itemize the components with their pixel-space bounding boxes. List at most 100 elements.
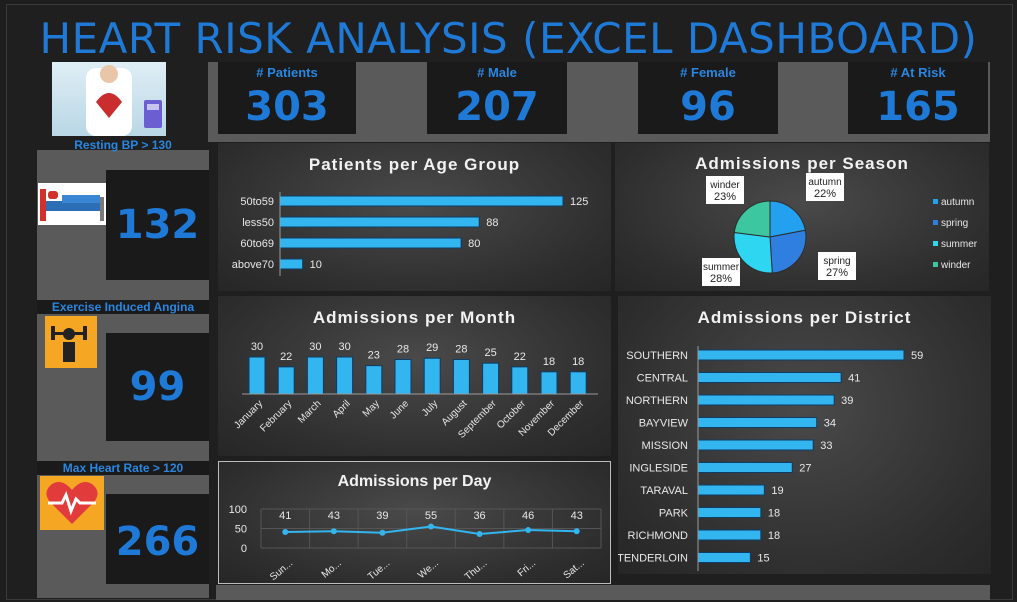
day-panel: Admissions per Day 100 50 0 41 Sun... 43 Mo...… [218,461,611,584]
category-label: Fri... [516,558,538,579]
bar [452,358,470,395]
category-label: March [296,398,323,425]
bar [394,358,412,395]
bar [540,371,558,395]
weightlifter-icon [45,316,97,368]
data-label-box [702,258,740,286]
y-tick-label: 0 [241,543,247,555]
category-label: 60to69 [240,238,274,250]
data-label: winder [709,180,740,191]
data-point [379,529,386,536]
data-label: 43 [571,510,583,522]
category-label: Sun... [268,558,295,583]
angina-label: Exercise Induced Angina [37,300,209,314]
legend-label: summer [941,239,978,250]
month-chart: 30January22February30March30April23May28… [232,341,598,441]
bar [306,356,324,395]
data-point [330,528,337,535]
data-label: spring [823,256,850,267]
data-label: autumn [808,177,841,188]
data-label: 18 [768,508,780,520]
data-label: 41 [848,373,860,385]
category-label: 50to59 [240,196,274,208]
month-panel: Admissions per Month 30 January 22 February… [218,296,611,456]
heart-rate-label: Max Heart Rate > 120 [37,461,209,475]
category-label: February [258,398,294,434]
bar [697,372,842,383]
bar [279,216,480,228]
bar [279,258,304,270]
category-label: June [388,398,411,421]
bar [482,362,500,395]
data-label: 43 [328,510,340,522]
heart-pulse-icon [40,476,104,530]
legend-swatch [933,220,938,225]
data-label: 22 [514,351,526,363]
pie-slice [733,231,773,274]
bottom-strip [216,585,990,600]
legend-swatch [933,262,938,267]
category-label: above70 [232,259,274,271]
kpi-value: 207 [455,84,539,130]
dashboard-title: HEART RISK ANALYSIS (EXCEL DASHBOARD) [39,14,978,63]
kpi-at-risk: # At Risk 165 [848,62,988,134]
district-panel: Admissions per District SOUTHERN 59 CENTRA… [618,296,991,574]
category-label: Tue... [366,558,392,583]
data-label: 39 [841,395,853,407]
bar [697,507,762,518]
data-label: 59 [911,350,923,362]
data-label: 30 [338,341,350,353]
day-chart: 100 50 0 41 Sun... 43 Mo... 39 Tue... 55 We... 36 Th… [229,504,602,583]
data-label: 22 [280,351,292,363]
data-label-box [806,173,844,201]
bar [423,357,441,395]
category-label: Mo... [320,558,344,581]
data-label: 46 [522,510,534,522]
category-label: RICHMOND [628,530,689,542]
hospital-bed-icon [38,183,106,225]
category-label: April [331,398,353,420]
data-label: 23% [714,191,736,203]
category-label: We... [416,558,441,581]
district-chart: SOUTHERN 59 CENTRAL 41 NORTHERN 39 BAYVIEW 34 MI… [618,346,923,571]
data-point [428,523,434,530]
data-label: 34 [824,418,836,430]
data-label: 27 [799,463,811,475]
data-point [476,530,483,537]
bar [697,439,814,451]
season-chart: autumn22%autumnspring27%springsummer28%s… [702,173,978,286]
pie-slice [769,229,807,274]
bar [279,237,462,249]
bar [697,417,818,428]
data-label: 55 [425,510,437,522]
age-group-chart: 50to59 125 less50 88 60to69 80 above70 10 [232,192,588,276]
bar [697,529,762,541]
bar [697,552,751,563]
age-group-panel: Patients per Age Group 50to59 125 less50 88… [218,143,611,291]
bar [697,484,765,496]
data-label: 10 [310,259,322,271]
resting-bp-label: Resting BP > 130 [74,138,172,152]
heart-rate-value: 266 [106,494,209,584]
legend-swatch [933,241,938,246]
data-label: 18 [768,530,780,542]
data-label: 30 [309,341,321,353]
kpi-value: 96 [680,84,736,130]
data-label: 23 [368,350,380,362]
data-label: 22% [814,188,836,200]
pie-slice [769,200,806,238]
data-label: 29 [426,342,438,354]
category-label: BAYVIEW [639,418,689,430]
legend-label: winder [940,260,971,271]
doctor-heart-icon [52,62,166,136]
kpi-patients: # Patients 303 [218,62,356,134]
category-label: CENTRAL [637,373,688,385]
category-label: less50 [242,217,274,229]
season-title: Admissions per Season [695,154,909,173]
district-title: Admissions per District [697,308,912,327]
legend-swatch [933,199,938,204]
category-label: TENDERLOIN [618,553,688,565]
data-label: summer [703,262,740,273]
data-label: 18 [543,356,555,368]
category-label: SOUTHERN [626,350,688,362]
